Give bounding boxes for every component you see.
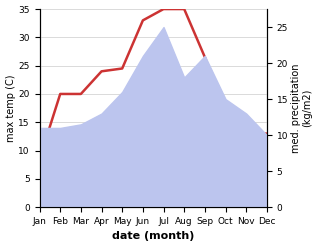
Y-axis label: med. precipitation
(kg/m2): med. precipitation (kg/m2) <box>291 63 313 153</box>
X-axis label: date (month): date (month) <box>112 231 194 242</box>
Y-axis label: max temp (C): max temp (C) <box>5 74 16 142</box>
